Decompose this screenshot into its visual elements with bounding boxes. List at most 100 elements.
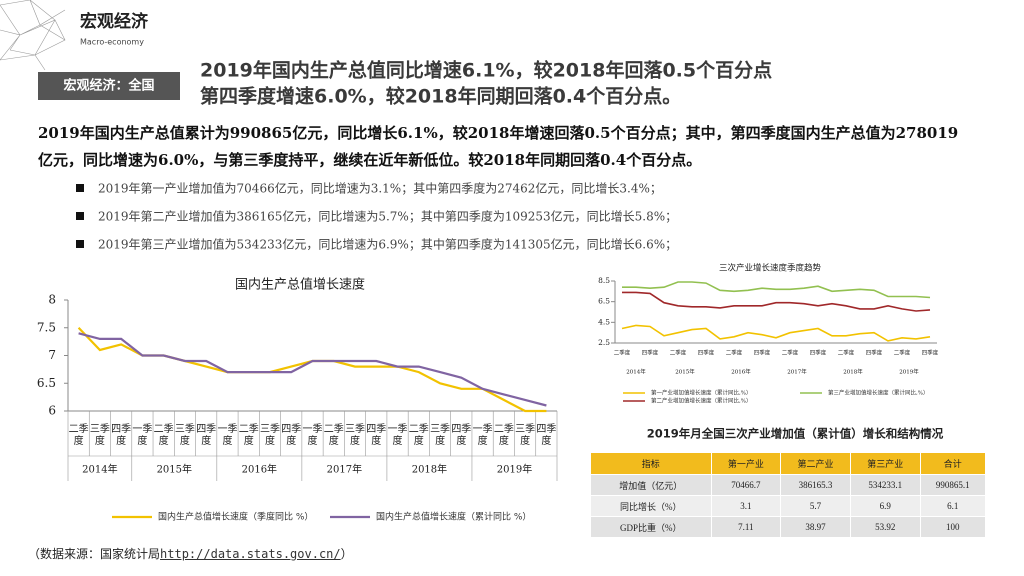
x-group-label: 2014年 [626,368,646,376]
x-tick-label: 一季度 [387,424,408,447]
table-header: 指标 第一产业 第二产业 第三产业 合计 [590,452,987,475]
y-tick-label: 6 [48,404,56,418]
series-line [622,291,931,312]
x-group-label: 2016年 [242,463,277,476]
legend-label: 第二产业增加值增长速度（累计同比,%） [651,397,751,405]
x-group-label: 2019年 [899,368,919,376]
x-tick-label: 二季度 [894,349,911,357]
bullet-text: 2019年第二产业增加值为386165亿元，同比增速为5.7%；其中第四季度为1… [98,209,677,224]
header-title: 宏观经济 [80,11,149,32]
header-subtitle: Macro-economy [80,38,144,47]
chart-title: 国内生产总值增长速度 [235,277,365,293]
data-table: 指标 第一产业 第二产业 第三产业 合计 增加值（亿元） 70466.7 386165.3 5… [590,452,987,538]
x-tick-label: 四季度 [866,349,883,357]
y-tick-label: 7.5 [37,320,56,334]
series-line [621,324,931,342]
x-tick-label: 一季度 [132,424,153,447]
table-cell: 6.1 [919,495,987,517]
x-group-label: 2015年 [157,463,192,476]
bullet-square [76,240,84,248]
series-line [78,332,547,407]
paragraph: 2019年国内生产总值累计为990865亿元，同比增长6.1%，较2018年增速… [38,124,959,169]
table-cell: 同比增长（%） [590,495,712,517]
x-group-label: 2014年 [82,463,117,476]
header-cell: 第一产业 [710,452,782,475]
header-cell: 第三产业 [849,452,921,475]
header-cell: 第二产业 [780,452,851,475]
table-cell: 6.9 [849,495,921,517]
chart-title: 三次产业增长速度季度趋势 [719,263,822,274]
table-cell: 70466.7 [710,474,782,496]
bullet-text: 2019年第三产业增加值为534233亿元，同比增速为6.9%；其中第四季度为1… [98,237,677,252]
x-group-label: 2017年 [787,368,807,376]
x-tick-label: 三季度 [430,424,451,447]
x-tick-label: 三季度 [259,424,280,447]
x-tick-label: 三季度 [345,424,366,447]
x-tick-label: 四季度 [196,424,217,447]
x-tick-label: 二季度 [670,349,687,357]
table-row: 增加值（亿元） 70466.7 386165.3 534233.1 990865.1 [590,474,987,496]
y-tick-label: 8 [48,293,56,307]
x-tick-label: 四季度 [698,349,715,357]
bullet-square [76,212,84,220]
x-tick-label: 二季度 [838,349,855,357]
mesh-decoration [0,0,66,71]
table-cell: 38.97 [780,516,851,538]
table-row: 同比增长（%） 3.1 5.7 6.9 6.1 [590,495,987,517]
x-tick-label: 四季度 [810,349,827,357]
x-tick-label: 四季度 [281,424,302,447]
y-tick-label: 2.5 [598,338,610,347]
table-cell: 53.92 [849,516,921,538]
header-cell: 合计 [919,452,987,475]
x-tick-label: 四季度 [642,349,659,357]
x-tick-label: 二季度 [726,349,743,357]
table-cell: 100 [919,516,987,538]
headline: 2019年国内生产总值同比增速6.1%，较2018年回落0.5个百分点 [200,59,772,82]
table-cell: 7.11 [710,516,782,538]
table-cell: GDP比重（%） [590,516,712,538]
y-tick-label: 8.5 [598,276,610,285]
legend-label: 第三产业增加值增长速度（累计同比,%） [828,389,928,397]
x-tick-label: 二季度 [408,424,429,447]
x-tick-label: 一季度 [472,424,493,447]
x-tick-label: 三季度 [515,424,536,447]
tag-box [38,72,180,100]
table-cell: 534233.1 [849,474,921,496]
bullet-square [76,184,84,192]
x-group-label: 2018年 [412,463,447,476]
header-cell: 指标 [590,452,712,475]
source-suffix: ） [340,547,353,561]
tag-text: 宏观经济：全国 [63,78,154,94]
y-tick-label: 4.5 [598,317,610,326]
legend-label: 第一产业增加值增长速度（累计同比,%） [651,389,751,397]
x-tick-label: 四季度 [111,424,132,447]
x-tick-label: 二季度 [68,424,89,447]
table-cell: 3.1 [710,495,782,517]
x-tick-label: 二季度 [493,424,514,447]
x-group-label: 2019年 [497,463,532,476]
x-tick-label: 二季度 [153,424,174,447]
legend-label: 国内生产总值增长速度（季度同比 %） [158,511,313,523]
x-group-label: 2016年 [731,368,751,376]
table-cell: 990865.1 [919,474,987,496]
x-group-label: 2015年 [675,368,695,376]
x-tick-label: 四季度 [922,349,939,357]
x-group-label: 2018年 [843,368,863,376]
headline: 第四季度增速6.0%，较2018年同期回落0.4个百分点。 [200,85,681,108]
x-tick-label: 一季度 [302,424,323,447]
table-cell: 5.7 [780,495,851,517]
x-tick-label: 二季度 [323,424,344,447]
y-tick-label: 6.5 [37,376,56,390]
source-link[interactable]: http://data.stats.gov.cn/ [160,547,341,561]
y-tick-label: 7 [48,348,56,362]
x-tick-label: 二季度 [782,349,799,357]
x-tick-label: 四季度 [754,349,771,357]
source-prefix: （数据来源：国家统计局 [28,547,161,561]
x-tick-label: 三季度 [89,424,110,447]
table-cell: 386165.3 [780,474,851,496]
series-line [77,327,547,413]
x-group-label: 2017年 [327,463,362,476]
x-tick-label: 四季度 [366,424,387,447]
